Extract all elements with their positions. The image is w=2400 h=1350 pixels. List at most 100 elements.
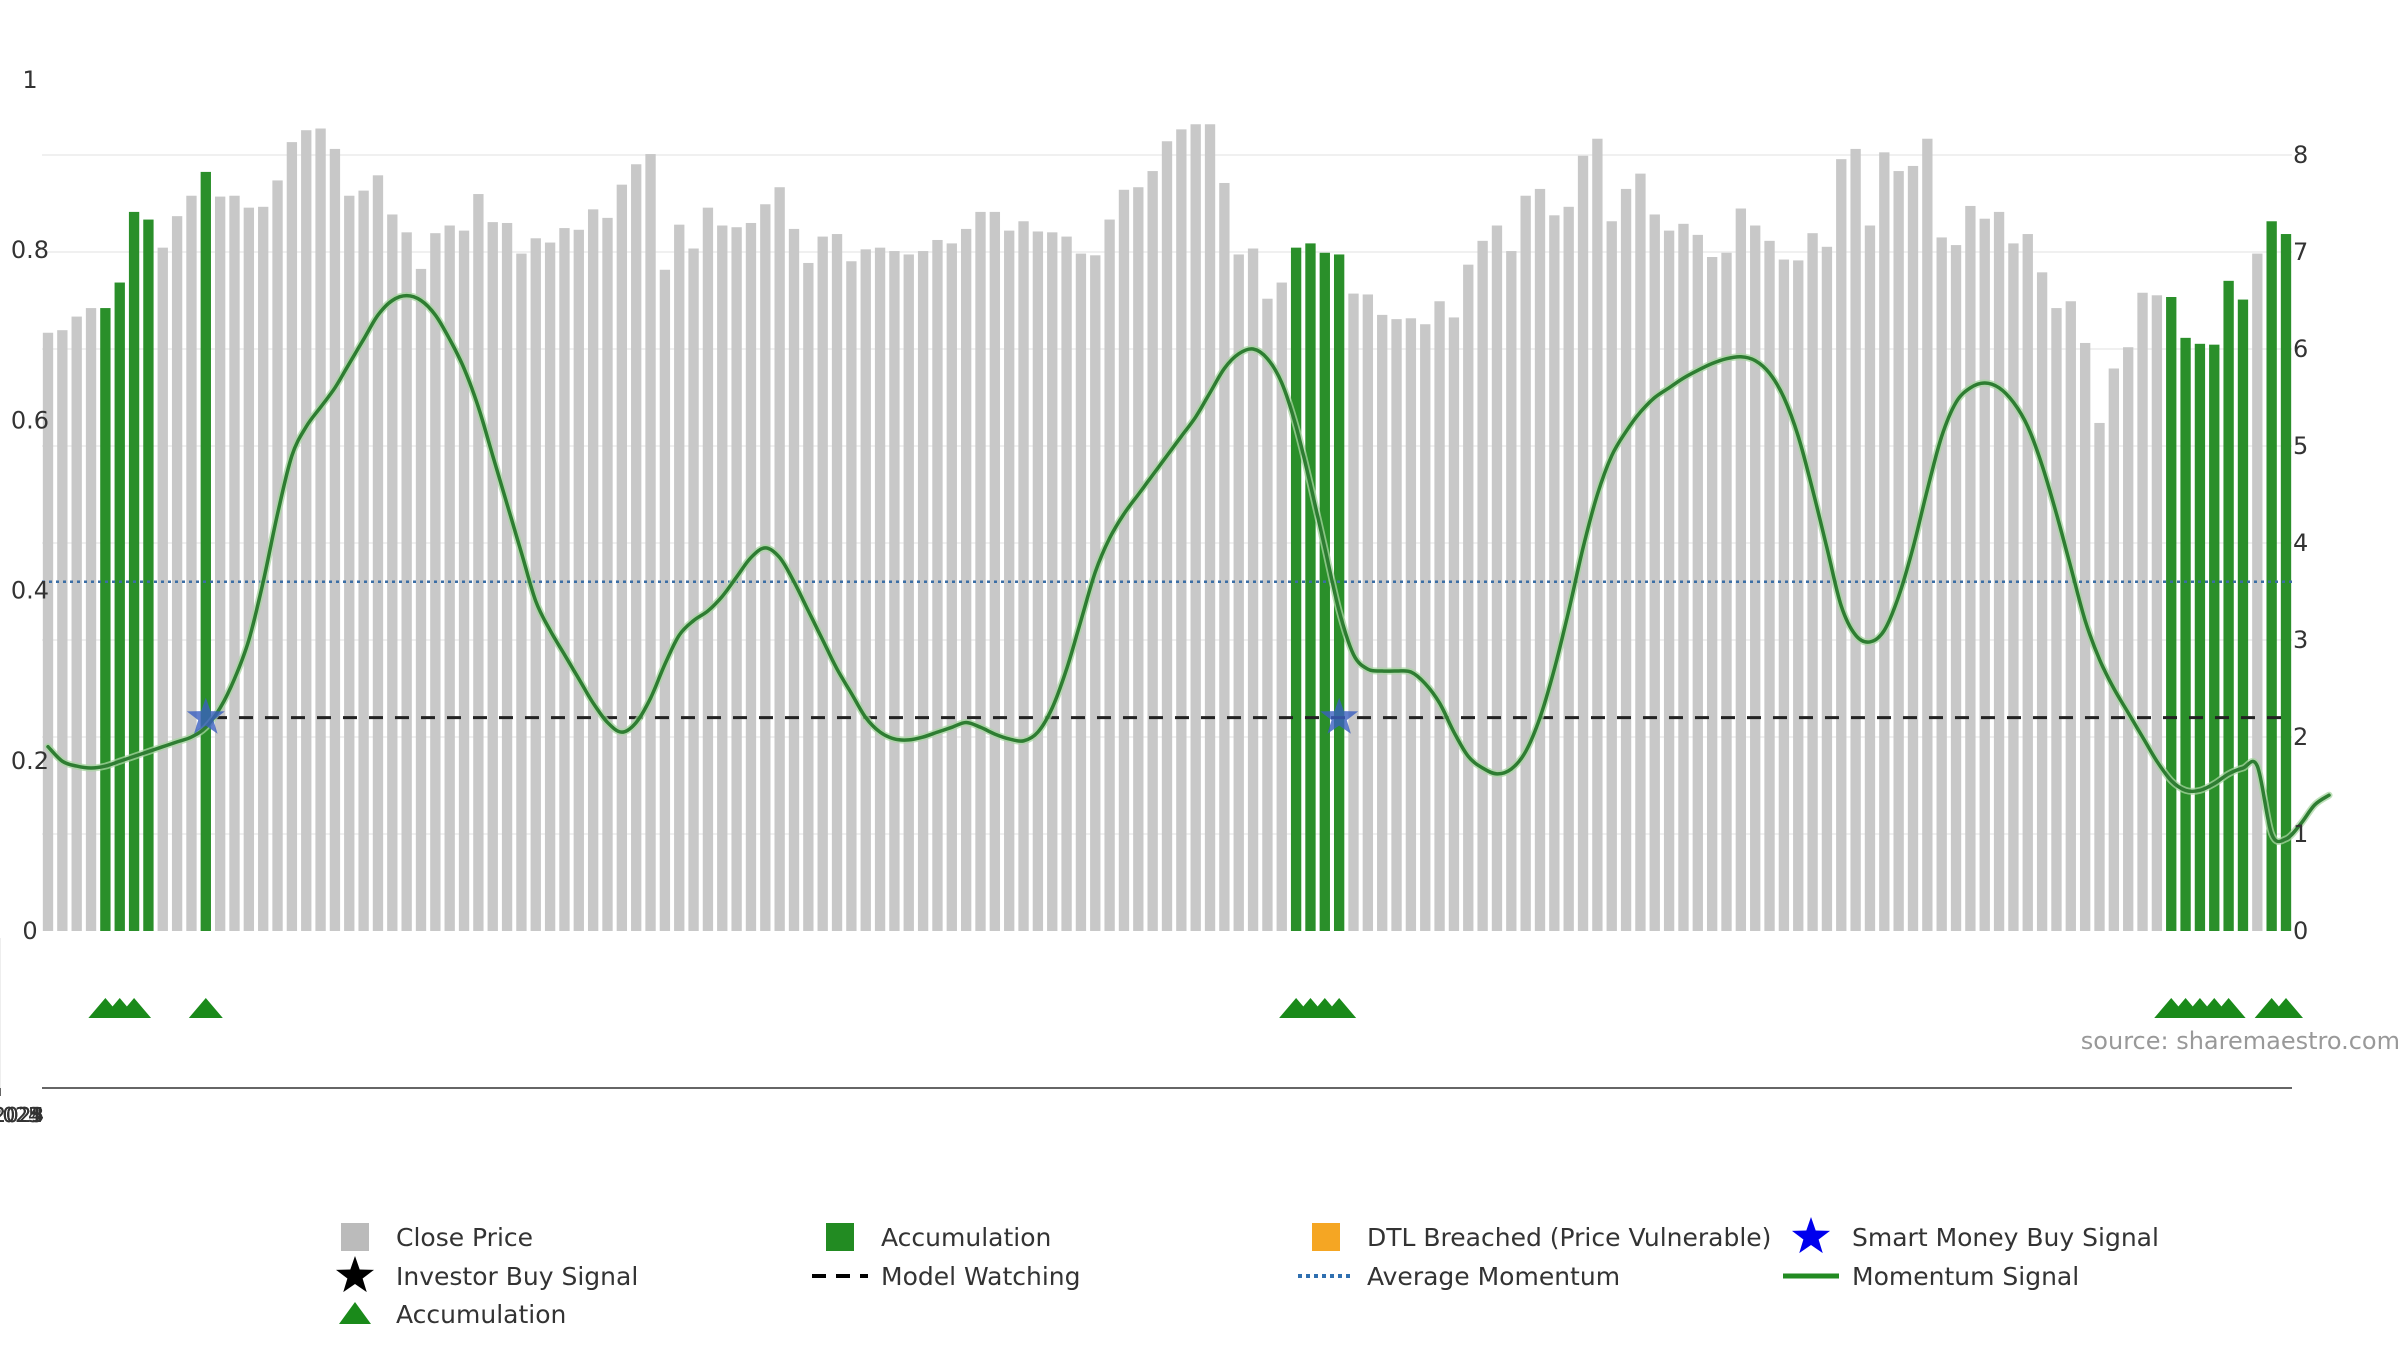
accumulation-bar — [2180, 337, 2191, 932]
close-price-bar — [745, 222, 757, 932]
close-price-bar — [2137, 292, 2148, 931]
close-price-bar — [415, 268, 427, 931]
source-label[interactable]: source: sharemaestro.com — [2081, 1027, 2400, 1055]
close-price-bar — [372, 175, 384, 931]
close-price-bar — [1204, 124, 1216, 931]
close-price-bar — [387, 214, 398, 931]
smart-money-buy-star — [186, 697, 225, 734]
close-price-bar — [1377, 314, 1388, 931]
close-price-bar — [1706, 257, 1718, 931]
close-price-bar — [645, 154, 656, 932]
close-price-bar — [1750, 225, 1761, 931]
close-price-bar — [2065, 301, 2076, 931]
accumulation-triangle — [1322, 998, 1357, 1018]
close-price-bar — [717, 225, 728, 931]
accumulation-bar — [1319, 252, 1330, 931]
close-price-bar — [1262, 298, 1273, 932]
close-price-bar — [444, 225, 455, 931]
right-axis-tick-label: 3 — [2293, 626, 2308, 654]
accumulation-triangle — [2211, 998, 2246, 1018]
legend-item: Accumulation — [826, 1223, 1051, 1252]
x-axis: Jan 2023Jul 2023Jan 2024Jul 2024Jan 2025… — [0, 1087, 2292, 1127]
close-price-bar — [1147, 171, 1158, 931]
close-price-bar — [1635, 173, 1646, 932]
close-price-bar — [1721, 252, 1732, 931]
close-price-bar — [329, 148, 341, 931]
left-axis-tick-label: 0.8 — [11, 236, 49, 264]
close-price-bar — [1979, 218, 1990, 931]
left-axis-tick-label: 0.6 — [11, 406, 49, 434]
legend-star-icon — [1791, 1217, 1831, 1254]
accumulation-bar — [2237, 299, 2249, 931]
close-price-bar — [1764, 240, 1775, 932]
price-bars — [42, 124, 2292, 932]
legend-label: Model Watching — [881, 1262, 1081, 1291]
accumulation-bar — [2209, 344, 2220, 931]
close-price-bar — [2036, 272, 2048, 932]
accumulation-bar — [2166, 297, 2177, 931]
close-price-bar — [2051, 308, 2062, 931]
close-price-bar — [917, 251, 929, 932]
close-price-bar — [1850, 148, 1861, 931]
close-price-bar — [860, 249, 871, 932]
close-price-bar — [688, 248, 699, 931]
close-price-bar — [1807, 233, 1818, 931]
legend-label: DTL Breached (Price Vulnerable) — [1367, 1223, 1771, 1252]
close-price-bar — [1075, 253, 1087, 932]
close-price-bar — [1276, 282, 1287, 931]
legend-item: Close Price — [341, 1223, 533, 1252]
legend-square-icon — [1312, 1223, 1340, 1251]
right-axis-tick-label: 5 — [2293, 432, 2308, 460]
smart-money-buy-star — [1320, 697, 1359, 734]
close-price-bar — [1506, 251, 1517, 932]
close-price-bar — [243, 207, 255, 931]
legend-triangle-icon — [339, 1302, 371, 1324]
close-price-bar — [932, 239, 943, 932]
accumulation-bar — [2266, 221, 2277, 931]
accumulation-triangle — [2269, 998, 2303, 1018]
legend-square-icon — [341, 1223, 369, 1251]
legend-label: Investor Buy Signal — [396, 1262, 638, 1291]
close-price-bar — [1420, 324, 1431, 931]
close-price-bar — [659, 269, 671, 931]
close-price-bar — [960, 228, 972, 931]
right-axis-tick-label: 7 — [2293, 238, 2308, 266]
close-price-bar — [1104, 219, 1115, 931]
close-price-bar — [1592, 138, 1603, 932]
left-axis-tick-label: 0.4 — [11, 577, 49, 605]
legend-item: Smart Money Buy Signal — [1791, 1217, 2159, 1254]
right-axis-tick-label: 0 — [2293, 917, 2308, 945]
accumulation-bar — [143, 219, 154, 931]
accumulation-bar — [1333, 254, 1345, 931]
close-price-bar — [344, 195, 355, 932]
accumulation-bar — [1305, 243, 1316, 931]
overlays — [42, 292, 2333, 846]
legend-square-icon — [826, 1223, 854, 1251]
close-price-bar — [1735, 208, 1747, 931]
x-tick-label: Jul 2023 — [0, 1103, 41, 1127]
close-price-bar — [1477, 240, 1488, 932]
left-axis-tick-label: 1 — [22, 66, 37, 94]
close-price-bar — [171, 216, 183, 931]
legend-item: Investor Buy Signal — [335, 1256, 638, 1293]
close-price-bar — [2079, 342, 2091, 932]
right-axis-tick-label: 8 — [2293, 141, 2308, 169]
close-price-bar — [1061, 236, 1072, 931]
close-price-bar — [903, 254, 914, 931]
close-price-bar — [1778, 259, 1790, 931]
close-price-bar — [71, 316, 82, 932]
close-price-bar — [1936, 237, 1947, 931]
legend-label: Momentum Signal — [1852, 1262, 2079, 1291]
close-price-bar — [214, 196, 226, 932]
close-price-bar — [315, 128, 326, 931]
close-price-bar — [1563, 206, 1574, 932]
close-price-bar — [301, 130, 312, 931]
close-price-bar — [1247, 248, 1259, 931]
close-price-bar — [473, 194, 484, 931]
accumulation-bar — [2223, 280, 2234, 932]
close-price-bar — [559, 228, 570, 931]
close-price-bar — [1606, 221, 1617, 931]
close-price-bar — [272, 180, 283, 932]
close-price-bar — [846, 261, 857, 931]
